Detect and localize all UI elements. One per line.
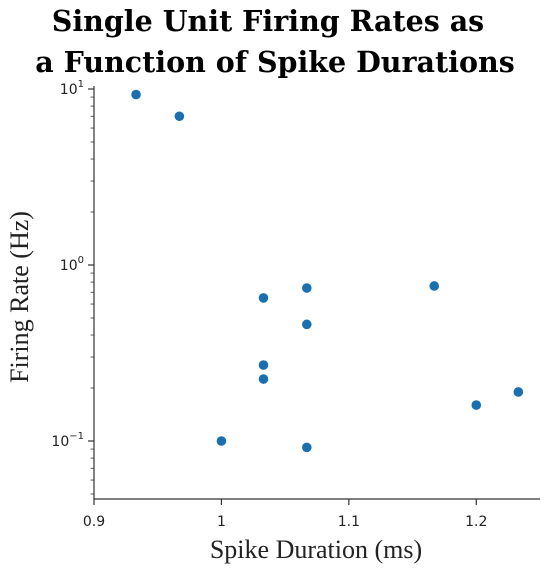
y-tick-base: 10 [60, 258, 78, 274]
axes [93, 86, 540, 500]
y-tick-exponent: −1 [69, 431, 84, 442]
data-point [131, 89, 141, 100]
y-minor-ticks [90, 96, 94, 495]
data-point [302, 442, 312, 453]
data-point [471, 400, 482, 410]
x-tick-label: 1.2 [465, 514, 487, 530]
data-point [258, 293, 269, 303]
x-tick-label: 0.9 [83, 514, 105, 530]
x-tick-label: 1.1 [338, 514, 360, 530]
y-tick-exponent: 1 [78, 79, 84, 90]
data-point [302, 283, 312, 293]
y-axis-label: Firing Rate (Hz) [5, 211, 34, 383]
data-point [429, 281, 440, 291]
y-tick-base: 10 [51, 434, 69, 450]
data-point [258, 360, 269, 370]
x-tick-label: 1 [217, 514, 226, 530]
data-point [513, 387, 524, 397]
x-axis-ticks: 0.9 1 1.1 1.2 [83, 499, 487, 530]
x-axis-label: Spike Duration (ms) [210, 535, 422, 564]
data-point [258, 374, 269, 384]
data-point [216, 436, 227, 446]
y-tick-label: 101 [60, 79, 84, 98]
y-tick-exponent: 0 [78, 255, 84, 266]
chart-title: Single Unit Firing Rates as a Function o… [35, 4, 515, 79]
chart-title-line-1: Single Unit Firing Rates as [52, 4, 484, 38]
y-tick-label: 10−1 [51, 431, 84, 450]
y-tick-label: 100 [60, 255, 84, 274]
chart-title-line-2: a Function of Spike Durations [35, 45, 515, 79]
data-point [174, 111, 185, 122]
y-tick-base: 10 [60, 82, 78, 98]
data-point [302, 319, 312, 330]
data-points [131, 89, 524, 453]
